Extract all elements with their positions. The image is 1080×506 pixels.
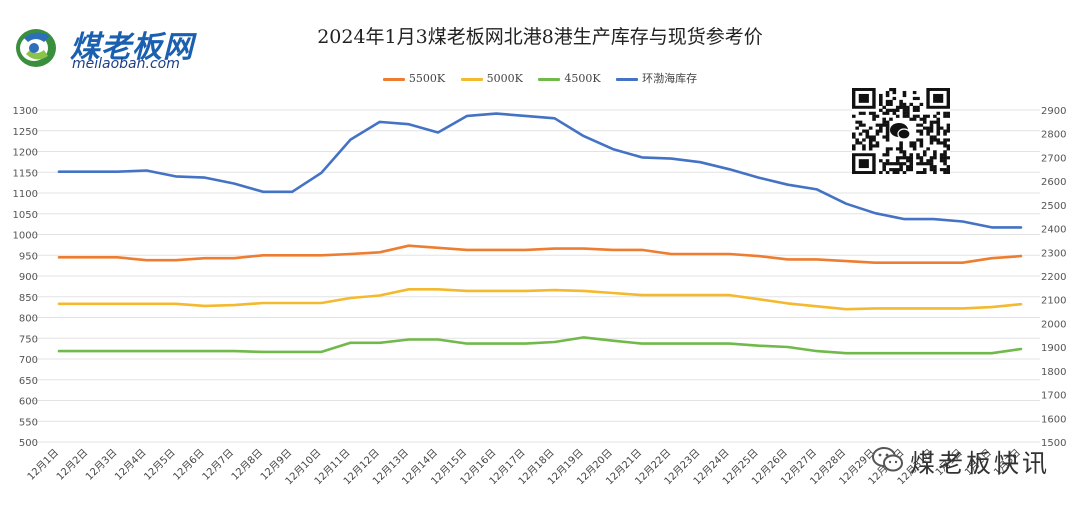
legend-swatch-4500k xyxy=(538,77,561,81)
x-tick-label: 12月2日 xyxy=(54,447,90,483)
y-tick-label-left: 1000 xyxy=(13,231,38,242)
legend-label-4500k: 4500K xyxy=(564,72,601,85)
y-tick-label-left: 1200 xyxy=(13,148,38,159)
y-tick-label-left: 600 xyxy=(19,397,38,408)
y-tick-label-right: 2700 xyxy=(1041,153,1066,164)
y-tick-label-right: 1500 xyxy=(1041,438,1066,449)
watermark-text: 煤老板快讯 xyxy=(910,449,1051,478)
series-line-环渤海库存 xyxy=(57,112,1023,229)
y-tick-label-right: 2600 xyxy=(1041,177,1066,188)
y-tick-label-left: 800 xyxy=(19,314,38,325)
wechat-icon xyxy=(872,447,903,472)
logo-text-cn: 煤老板网 xyxy=(70,30,194,65)
legend-swatch-5500k xyxy=(382,77,405,81)
chart-title: 2024年1月3煤老板网北港8港生产库存与现货参考价 xyxy=(317,26,763,48)
logo-text-en: meilaoban.com xyxy=(72,56,180,72)
logo: 煤老板网 meilaoban.com xyxy=(14,22,234,74)
y-tick-label-right: 2300 xyxy=(1041,248,1066,259)
x-tick-label: 12月7日 xyxy=(200,447,236,483)
x-tick-label: 12月6日 xyxy=(171,447,207,483)
y-tick-label-right: 2500 xyxy=(1041,201,1066,212)
y-tick-label-right: 2100 xyxy=(1041,296,1066,307)
y-tick-label-left: 850 xyxy=(19,293,38,304)
y-tick-label-right: 2800 xyxy=(1041,130,1066,141)
legend-item-inventory: 环渤海库存 xyxy=(616,70,697,86)
legend-swatch-5000k xyxy=(460,77,483,81)
logo-mark-icon xyxy=(16,29,56,67)
y-tick-label-right: 1600 xyxy=(1041,414,1066,425)
legend-item-5000k: 5000K xyxy=(460,72,523,85)
legend-label-5500k: 5500K xyxy=(408,72,446,85)
legend-swatch-inventory xyxy=(616,77,639,81)
y-tick-label-left: 1300 xyxy=(13,106,38,117)
y-tick-label-left: 700 xyxy=(19,355,38,366)
y-tick-label-right: 2400 xyxy=(1041,225,1066,236)
qr-code-icon xyxy=(852,88,950,174)
y-tick-label-right: 2200 xyxy=(1041,272,1066,283)
y-tick-label-right: 1900 xyxy=(1041,343,1066,354)
y-tick-label-left: 1100 xyxy=(13,189,38,200)
y-tick-label-right: 2000 xyxy=(1041,319,1066,330)
legend-item-5500k: 5500K xyxy=(382,72,446,85)
legend-item-4500k: 4500K xyxy=(538,72,601,85)
series-line-5000K xyxy=(57,287,1023,311)
y-tick-label-left: 1050 xyxy=(13,210,38,221)
x-tick-label: 12月1日 xyxy=(25,447,61,483)
y-tick-label-right: 1800 xyxy=(1041,367,1066,378)
x-tick-label: 12月4日 xyxy=(112,447,148,483)
y-tick-label-left: 750 xyxy=(19,334,38,345)
series-line-4500K xyxy=(57,336,1023,355)
y-tick-label-left: 900 xyxy=(19,272,38,283)
y-tick-label-right: 2900 xyxy=(1041,106,1066,117)
y-tick-label-left: 1250 xyxy=(13,127,38,138)
y-tick-label-left: 500 xyxy=(19,438,38,449)
y-tick-label-left: 550 xyxy=(19,417,38,428)
legend-label-inventory: 环渤海库存 xyxy=(642,72,698,85)
y-tick-label-left: 950 xyxy=(19,251,38,262)
x-tick-label: 12月8日 xyxy=(229,447,265,483)
series-line-5500K xyxy=(57,244,1023,265)
y-tick-label-left: 650 xyxy=(19,376,38,387)
x-tick-label: 12月5日 xyxy=(142,447,178,483)
y-tick-label-right: 1700 xyxy=(1041,391,1066,402)
legend-label-5000k: 5000K xyxy=(486,72,523,85)
x-tick-label: 12月3日 xyxy=(83,447,119,483)
chart-legend: 5500K 5000K 4500K 环渤海库存 xyxy=(0,70,1080,86)
y-tick-label-left: 1150 xyxy=(13,168,38,179)
